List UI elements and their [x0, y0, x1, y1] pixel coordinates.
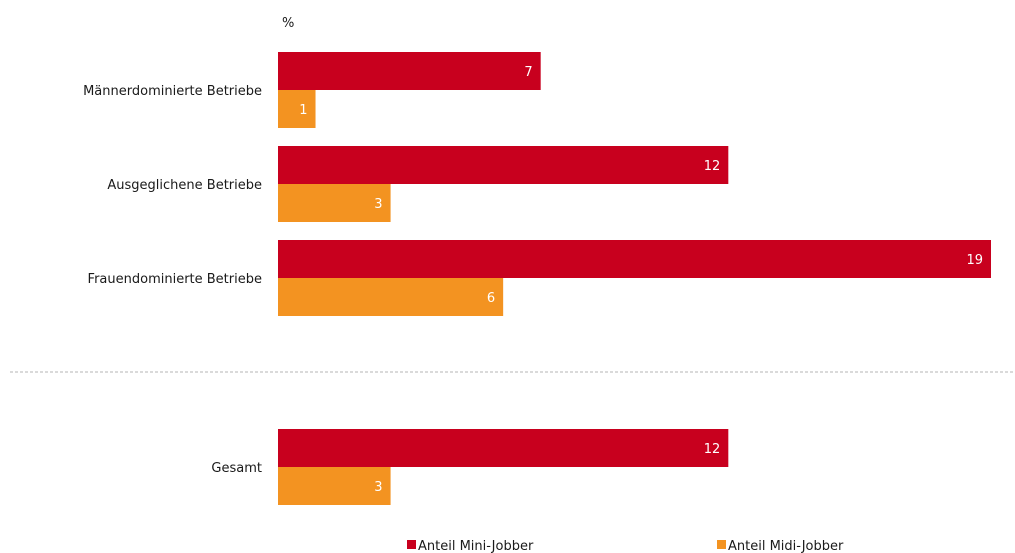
value-labels: 7 1 12 3 19 6 12 3: [299, 65, 983, 495]
data-label: 1: [299, 103, 307, 118]
legend-entry: Anteil Mini-Jobber: [418, 539, 534, 553]
legend-swatch: [407, 540, 416, 549]
category-labels: Männerdominierte Betriebe Ausgeglichene B…: [83, 84, 262, 476]
category-label: Gesamt: [211, 461, 262, 476]
data-label: 6: [487, 291, 495, 306]
bars-group: [278, 52, 991, 505]
bar-mini-jobber: [278, 429, 729, 467]
category-label: Frauendominierte Betriebe: [88, 272, 262, 287]
unit-label: %: [282, 16, 294, 31]
legend: Anteil Mini-Jobber Anteil Midi-Jobber: [407, 539, 844, 553]
bar-mini-jobber: [278, 240, 991, 278]
data-label: 19: [966, 253, 983, 268]
legend-swatch: [717, 540, 726, 549]
bar-midi-jobber: [278, 90, 316, 128]
bar-midi-jobber: [278, 278, 504, 316]
data-label: 12: [704, 442, 721, 457]
data-label: 3: [374, 480, 382, 495]
data-label: 12: [704, 159, 721, 174]
legend-entry: Anteil Midi-Jobber: [728, 539, 844, 553]
bar-midi-jobber: [278, 467, 391, 505]
bar-midi-jobber: [278, 184, 391, 222]
data-label: 7: [524, 65, 532, 80]
category-label: Männerdominierte Betriebe: [83, 84, 262, 99]
data-label: 3: [374, 197, 382, 212]
category-label: Ausgeglichene Betriebe: [107, 178, 262, 193]
bar-mini-jobber: [278, 146, 729, 184]
bar-mini-jobber: [278, 52, 541, 90]
